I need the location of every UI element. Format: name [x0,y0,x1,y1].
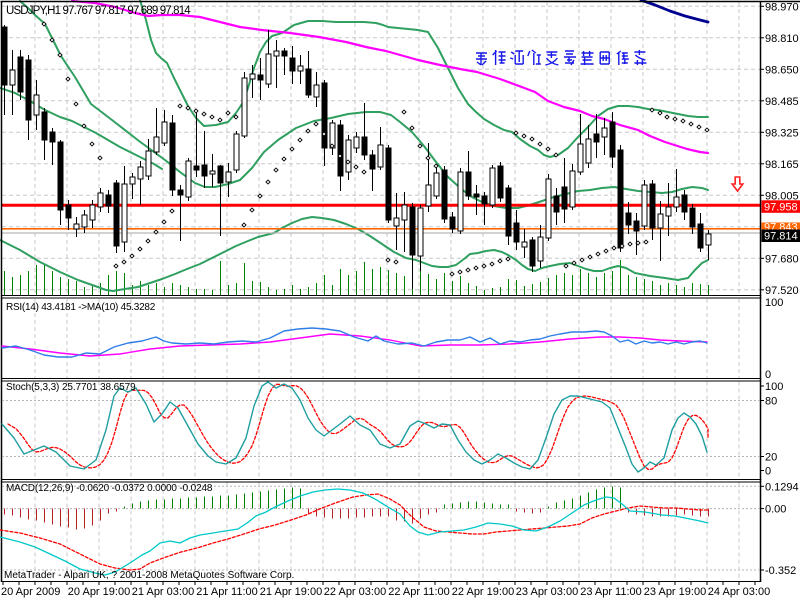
svg-text:-0.352: -0.352 [765,565,796,577]
svg-text:22 Apr 03:00: 22 Apr 03:00 [324,586,386,598]
svg-text:Stoch(5,3,3) 25.7701 38.6579: Stoch(5,3,3) 25.7701 38.6579 [6,382,136,393]
svg-text:23 Apr 11:00: 23 Apr 11:00 [580,586,642,598]
svg-text:0.00: 0.00 [765,504,786,516]
svg-text:22 Apr 19:00: 22 Apr 19:00 [452,586,514,598]
svg-text:0.1294: 0.1294 [765,481,799,493]
svg-text:20: 20 [765,452,777,464]
svg-text:98.325: 98.325 [765,127,799,139]
svg-text:97.958: 97.958 [764,201,798,213]
svg-text:98.165: 98.165 [765,159,799,171]
svg-text:21 Apr 11:00: 21 Apr 11:00 [196,586,258,598]
svg-text:24 Apr 03:00: 24 Apr 03:00 [708,586,770,598]
svg-text:97.680: 97.680 [765,253,799,265]
svg-text:98.650: 98.650 [765,64,799,76]
svg-text:97.520: 97.520 [765,285,799,297]
svg-text:98.970: 98.970 [765,1,799,13]
svg-text:0: 0 [765,369,771,381]
svg-text:0: 0 [765,466,771,478]
svg-text:22 Apr 11:00: 22 Apr 11:00 [388,586,450,598]
svg-text:97.814: 97.814 [764,231,798,243]
svg-text:100: 100 [765,297,783,309]
svg-text:80: 80 [765,396,777,408]
svg-text:MACD(12,26,9) -0.0620 -0.0372: MACD(12,26,9) -0.0620 -0.0372 0.0000 -0.… [6,483,213,494]
svg-text:21 Apr 03:00: 21 Apr 03:00 [132,586,194,598]
svg-text:20 Apr 19:00: 20 Apr 19:00 [68,586,130,598]
svg-text:MetaTrader - Alpari UK, ? 2001: MetaTrader - Alpari UK, ? 2001-2008 Meta… [4,570,294,581]
svg-text:98.485: 98.485 [765,96,799,108]
svg-text:21 Apr 19:00: 21 Apr 19:00 [260,586,322,598]
svg-text:RSI(14) 43.4181 ->MA(10) 45.3: RSI(14) 43.4181 ->MA(10) 45.3282 [6,302,156,313]
svg-text:23 Apr 03:00: 23 Apr 03:00 [516,586,578,598]
svg-text:23 Apr 19:00: 23 Apr 19:00 [644,586,706,598]
svg-text:20 Apr 2009: 20 Apr 2009 [1,586,60,598]
svg-text:98.810: 98.810 [765,33,799,45]
svg-text:100: 100 [765,381,783,393]
svg-text:USDJPY,H1 97.767 97.817 97.68: USDJPY,H1 97.767 97.817 97.689 97.814 [6,5,191,17]
